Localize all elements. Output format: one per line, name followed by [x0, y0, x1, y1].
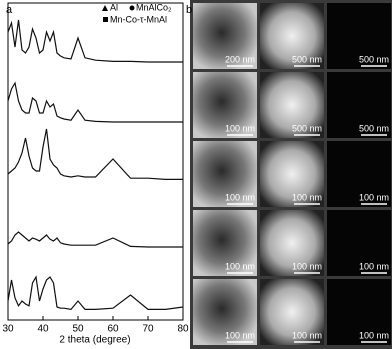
tem-image: [327, 3, 391, 69]
scale-bar-label: 200 nm: [225, 54, 255, 64]
scale-bar-label: 100 nm: [359, 192, 389, 202]
scale-bar-label: 500 nm: [359, 123, 389, 133]
tem-image: [260, 279, 324, 345]
x-tick-label: 30: [2, 324, 14, 335]
tem-image: [327, 72, 391, 138]
panel-label: a: [6, 4, 13, 16]
legend-entry: Al: [110, 2, 118, 12]
scale-bar-label: 100 nm: [359, 330, 389, 340]
x-tick-label: 60: [107, 324, 119, 335]
tem-image: [327, 141, 391, 207]
scale-bar-label: 100 nm: [225, 330, 255, 340]
xrd-pattern: [7, 128, 183, 180]
scale-bar-label: 500 nm: [292, 54, 322, 64]
tem-image: [193, 210, 257, 276]
scale-bar-label: 500 nm: [292, 123, 322, 133]
legend-entry: Mn-Co-τ-MnAl: [110, 14, 167, 24]
scale-bar-label: 500 nm: [359, 54, 389, 64]
x-tick-label: 80: [177, 324, 189, 335]
tem-image: [193, 279, 257, 345]
scale-bar-label: 100 nm: [225, 192, 255, 202]
panel-label: b: [186, 4, 192, 16]
tem-image: [260, 3, 324, 69]
xrd-pattern: [7, 231, 183, 248]
tem-image: [327, 210, 391, 276]
legend-marker: [103, 17, 108, 22]
tem-image: [193, 3, 257, 69]
x-tick-label: 50: [72, 324, 84, 335]
scale-bar-label: 100 nm: [292, 192, 322, 202]
tem-image: [260, 210, 324, 276]
legend-entry: MnAlCo₂: [136, 2, 172, 12]
tem-image: [327, 279, 391, 345]
xrd-pattern: [7, 275, 184, 311]
tem-image: [260, 72, 324, 138]
scale-bar-label: 100 nm: [359, 261, 389, 271]
legend-marker: [102, 5, 108, 11]
scale-bar-label: 100 nm: [225, 261, 255, 271]
scale-bar-label: 100 nm: [292, 330, 322, 340]
x-axis-label: 2 theta (degree): [59, 335, 130, 346]
xrd-pattern: [7, 19, 183, 63]
x-tick-label: 70: [142, 324, 154, 335]
tem-image: [193, 141, 257, 207]
legend-marker: [129, 5, 135, 11]
x-tick-label: 40: [37, 324, 49, 335]
xrd-pattern: [7, 81, 183, 123]
tem-image: [260, 141, 324, 207]
tem-image: [193, 72, 257, 138]
scale-bar-label: 100 nm: [292, 261, 322, 271]
scale-bar-label: 100 nm: [225, 123, 255, 133]
plot-frame: [7, 2, 184, 321]
